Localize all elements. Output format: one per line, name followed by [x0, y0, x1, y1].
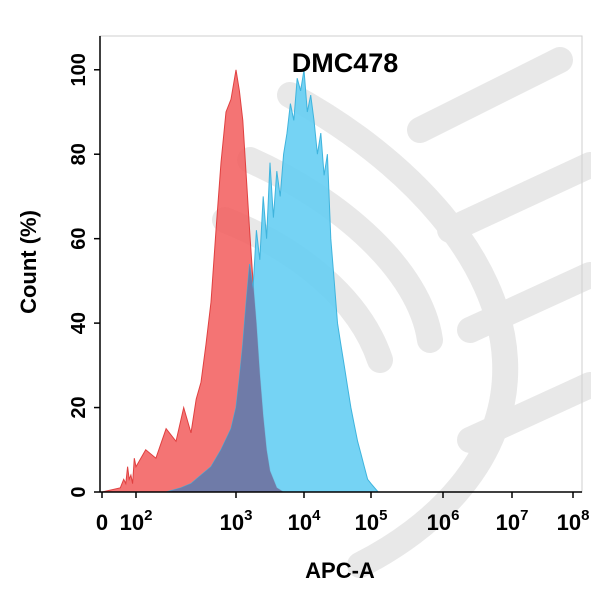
x-tick-label: 104: [288, 507, 321, 535]
x-tick-label: 107: [496, 507, 529, 535]
x-tick-label: 103: [220, 507, 253, 535]
y-tick-label: 40: [68, 312, 90, 334]
y-tick-label: 60: [68, 228, 90, 250]
x-tick-label: 108: [557, 507, 590, 535]
x-axis-title: APC-A: [305, 558, 375, 583]
y-tick-group: 0 20 40 60 80 100: [68, 53, 100, 498]
x-tick-label: 105: [355, 507, 388, 535]
x-tick-label: 106: [427, 507, 460, 535]
y-tick-label: 20: [68, 396, 90, 418]
chart-title: DMC478: [292, 48, 399, 78]
x-tick-group: 0 102 103 104 105 106 107 108: [96, 492, 590, 535]
x-tick-label: 0: [96, 510, 108, 535]
y-tick-label: 100: [68, 53, 90, 86]
y-tick-label: 0: [68, 486, 90, 497]
series-blue-area: [102, 69, 379, 492]
x-tick-label: 102: [120, 507, 153, 535]
y-tick-label: 80: [68, 143, 90, 165]
y-axis-title: Count (%): [16, 210, 41, 314]
